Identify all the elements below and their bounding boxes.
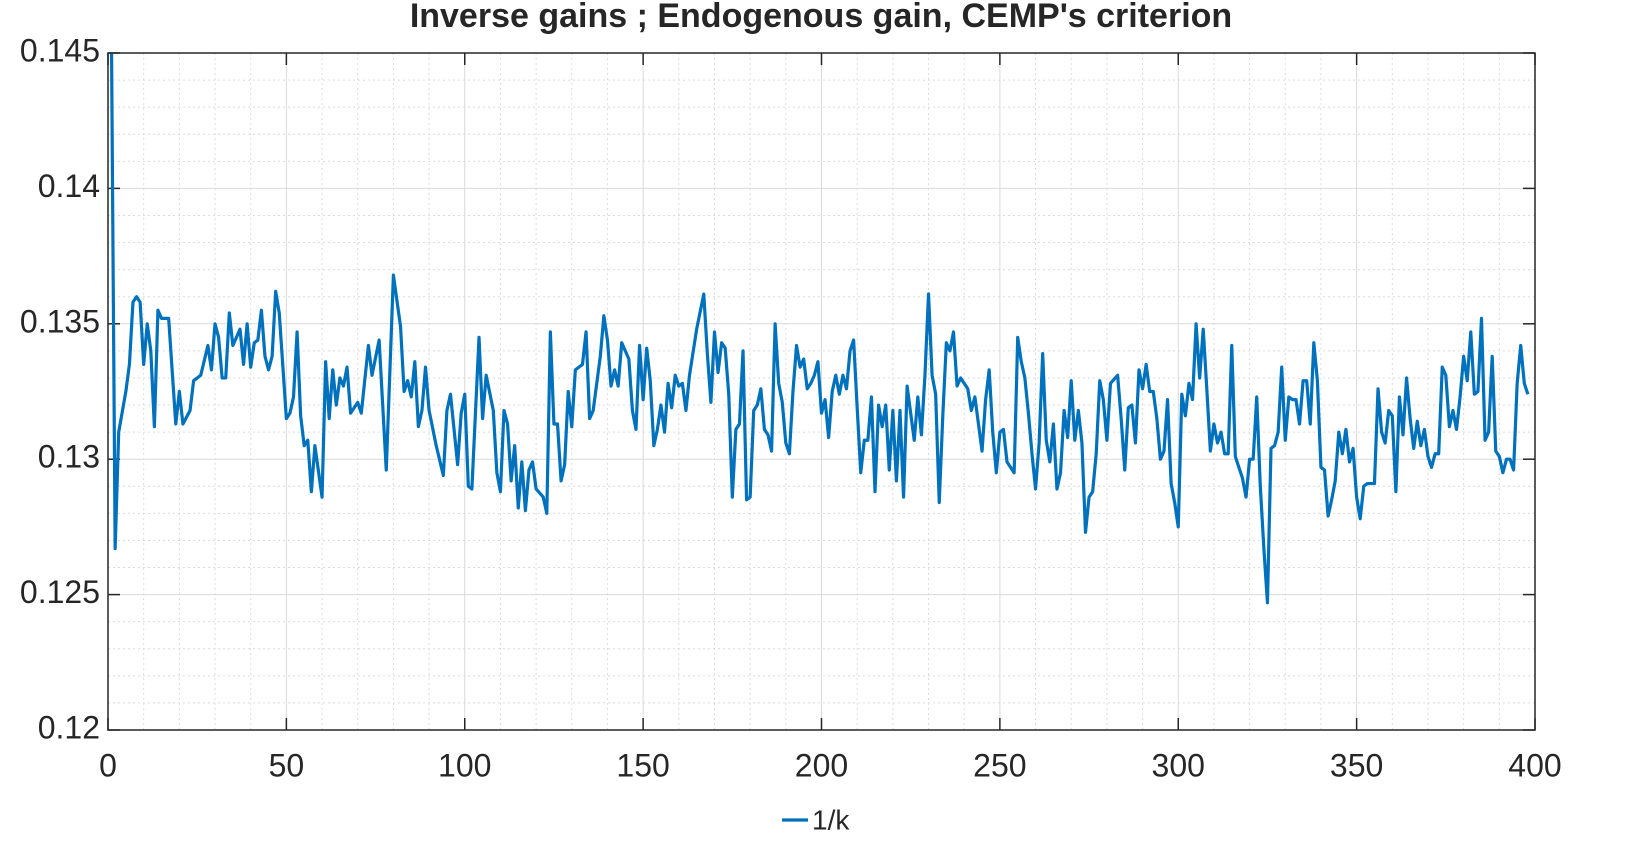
x-tick-label: 250 xyxy=(973,747,1026,783)
x-tick-label: 200 xyxy=(795,747,848,783)
y-tick-label: 0.125 xyxy=(20,574,100,610)
data-line xyxy=(109,53,1530,605)
x-tick-label: 100 xyxy=(438,747,491,783)
legend-label: 1/k xyxy=(812,804,850,835)
x-tick-label: 300 xyxy=(1152,747,1205,783)
axes-box xyxy=(107,52,1536,731)
tick-labels: 0 50 100 150 200 250 300 350 400 0.12 0.125 0.13 0.1… xyxy=(20,32,1562,835)
series-layer xyxy=(109,53,1530,605)
y-tick-label: 0.135 xyxy=(20,303,100,339)
y-tick-label: 0.13 xyxy=(38,439,100,475)
x-tick-label: 50 xyxy=(269,747,305,783)
x-tick-label: 400 xyxy=(1508,747,1561,783)
x-tick-label: 350 xyxy=(1330,747,1383,783)
chart-title: Inverse gains ; Endogenous gain, CEMP's … xyxy=(410,0,1232,35)
x-tick-label: 150 xyxy=(616,747,669,783)
y-tick-label: 0.145 xyxy=(20,32,100,68)
y-tick-label: 0.14 xyxy=(38,168,100,204)
x-tick-label: 0 xyxy=(99,747,117,783)
y-tick-label: 0.12 xyxy=(38,709,100,745)
